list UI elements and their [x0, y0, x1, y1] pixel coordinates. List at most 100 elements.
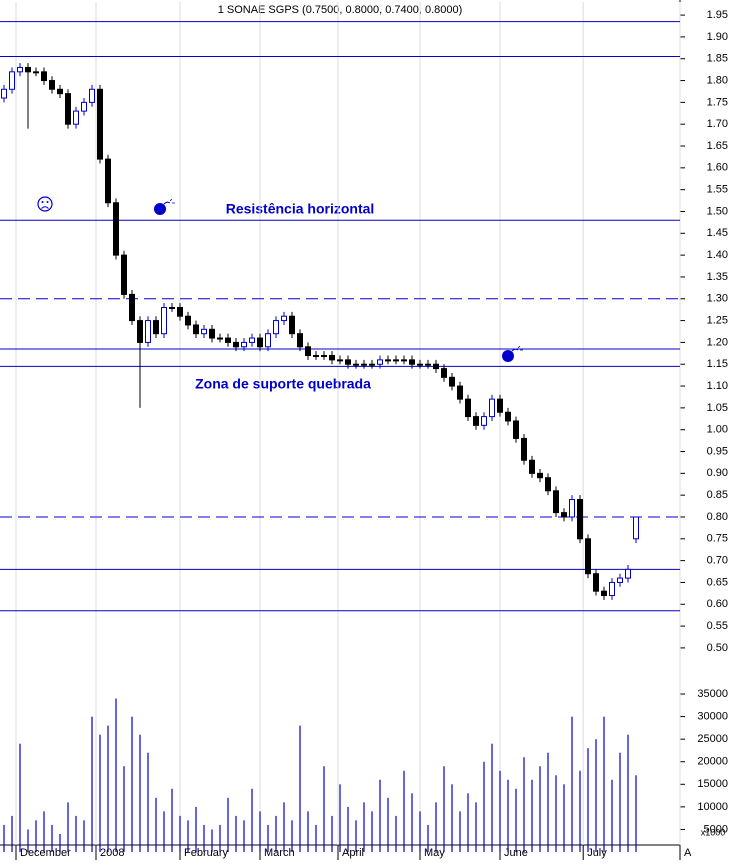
candle-body: [577, 499, 583, 540]
annotation: Resistência horizontal: [226, 201, 375, 217]
bomb-icon: [154, 198, 175, 215]
candle-body: [529, 459, 535, 474]
candle-body: [417, 363, 423, 366]
y-tick-label: 0.85: [707, 489, 728, 501]
candle-body: [601, 590, 607, 597]
candle-body: [281, 315, 287, 322]
y-tick-label: 1.95: [707, 9, 728, 21]
y-tick-label: 15000: [697, 778, 728, 790]
candle-body: [49, 80, 55, 90]
x-tick-label: May: [424, 847, 445, 859]
x-tick-label: February: [184, 847, 229, 859]
y-tick-label: 0.65: [707, 576, 728, 588]
chart-title: 1 SONAE SGPS (0.7500, 0.8000, 0.7400, 0.…: [218, 4, 463, 16]
y-tick-label: 1.80: [707, 74, 728, 86]
x-tick-label: June: [504, 847, 528, 859]
candle-body: [185, 315, 191, 326]
y-tick-label: 0.60: [707, 598, 728, 610]
candle-body: [225, 337, 231, 343]
candle-body: [345, 359, 351, 365]
y-tick-label: 1.60: [707, 162, 728, 174]
candle-body: [473, 416, 479, 426]
candle-body: [313, 355, 319, 358]
y-tick-label: 1.15: [707, 358, 728, 370]
y-tick-label: 35000: [697, 688, 728, 700]
unit-label: x1000: [701, 827, 726, 837]
candle-body: [441, 368, 447, 378]
candle-body: [393, 359, 399, 362]
y-tick-label: 0.70: [707, 555, 728, 567]
candle-body: [113, 202, 119, 256]
candle-body: [537, 472, 543, 479]
y-tick-label: 0.75: [707, 533, 728, 545]
candle-body: [41, 71, 47, 82]
y-tick-label: 0.50: [707, 642, 728, 654]
candle-body: [97, 88, 103, 160]
candle-body: [289, 315, 295, 335]
candle-body: [65, 93, 71, 125]
candle-body: [553, 490, 559, 514]
candle-body: [481, 416, 487, 426]
candle-body: [153, 320, 159, 335]
candle-body: [169, 306, 175, 309]
candle-body: [209, 328, 215, 339]
candle-body: [161, 306, 167, 335]
candle-body: [617, 577, 623, 583]
y-tick-label: 1.20: [707, 336, 728, 348]
candle-body: [385, 359, 391, 362]
candle-body: [505, 411, 511, 422]
candle-body: [337, 359, 343, 362]
candle-body: [465, 398, 471, 418]
x-tick-label: December: [20, 847, 71, 859]
candle-body: [81, 101, 87, 112]
y-tick-label: 1.65: [707, 140, 728, 152]
y-tick-label: 1.10: [707, 380, 728, 392]
candle-body: [217, 337, 223, 340]
y-tick-label: 1.30: [707, 293, 728, 305]
candle-body: [25, 66, 31, 73]
candle-body: [369, 363, 375, 366]
x-tick-label: July: [587, 847, 607, 859]
candle-body: [33, 71, 39, 74]
candle-body: [329, 355, 335, 361]
candle-body: [201, 328, 207, 335]
candle-body: [233, 341, 239, 348]
y-tick-label: 1.90: [707, 31, 728, 43]
x-tick-label: April: [342, 847, 364, 859]
y-tick-label: 0.90: [707, 467, 728, 479]
candle-body: [625, 568, 631, 579]
y-tick-label: 1.45: [707, 227, 728, 239]
candle-body: [633, 516, 639, 540]
y-tick-label: 1.05: [707, 402, 728, 414]
candle-body: [297, 333, 303, 348]
candle-body: [449, 376, 455, 387]
candle-body: [321, 355, 327, 358]
y-tick-label: 0.55: [707, 620, 728, 632]
candle-body: [433, 363, 439, 370]
candle-body: [353, 363, 359, 366]
candle-body: [257, 337, 263, 348]
candle-body: [145, 320, 151, 343]
y-tick-label: 1.25: [707, 314, 728, 326]
candle-body: [1, 88, 7, 99]
candle-body: [497, 398, 503, 413]
candle-body: [305, 346, 311, 357]
x-tick-label: 2008: [100, 847, 124, 859]
candle-body: [177, 306, 183, 317]
y-tick-label: 30000: [697, 711, 728, 723]
candle-body: [265, 333, 271, 348]
candle-body: [545, 477, 551, 492]
candle-body: [521, 437, 527, 461]
candle-body: [609, 581, 615, 597]
candle-body: [9, 71, 15, 90]
candle-body: [361, 363, 367, 366]
candle-body: [513, 420, 519, 439]
y-tick-label: 5000: [704, 823, 728, 835]
y-tick-label: 1.50: [707, 205, 728, 217]
candle-body: [137, 320, 143, 343]
candle-body: [17, 66, 23, 73]
candle-body: [249, 337, 255, 343]
y-tick-label: 1.75: [707, 96, 728, 108]
candle-body: [409, 359, 415, 365]
